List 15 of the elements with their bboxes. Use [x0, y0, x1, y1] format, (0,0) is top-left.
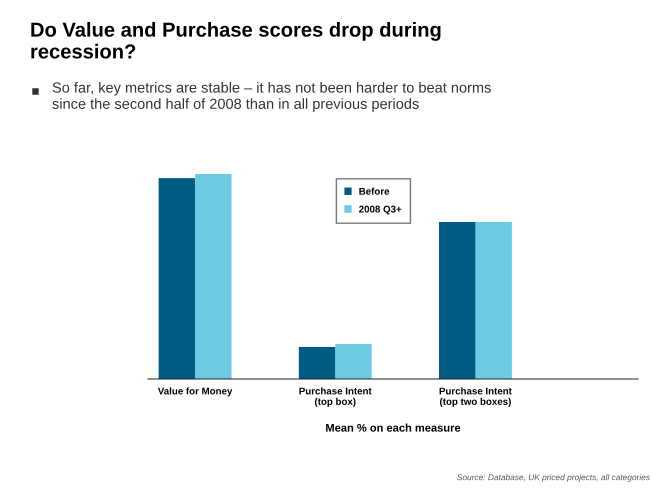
source-note: Source: Database, UK priced projects, all categories	[457, 474, 650, 482]
x-axis-title: Mean % on each measure	[326, 424, 460, 432]
bar	[335, 344, 372, 379]
bar	[298, 347, 336, 379]
legend-label: 2008 Q3+	[359, 206, 402, 214]
legend-label: Before	[359, 188, 390, 195]
chart-subtitle: So far, key metrics are stable – it has not been harder to beat norms since the second half of 2008 than in all previous periods	[52, 82, 491, 112]
bar	[438, 222, 476, 379]
bar	[475, 222, 512, 379]
bar	[158, 178, 196, 379]
x-tick-label: Value for Money	[158, 387, 232, 396]
bar	[195, 174, 232, 379]
chart-title: Do Value and Purchase scores drop during recession?	[31, 22, 440, 59]
x-tick-label: Purchase Intent (top box)	[299, 387, 372, 407]
x-tick-label: Purchase Intent (top two boxes)	[440, 387, 512, 407]
